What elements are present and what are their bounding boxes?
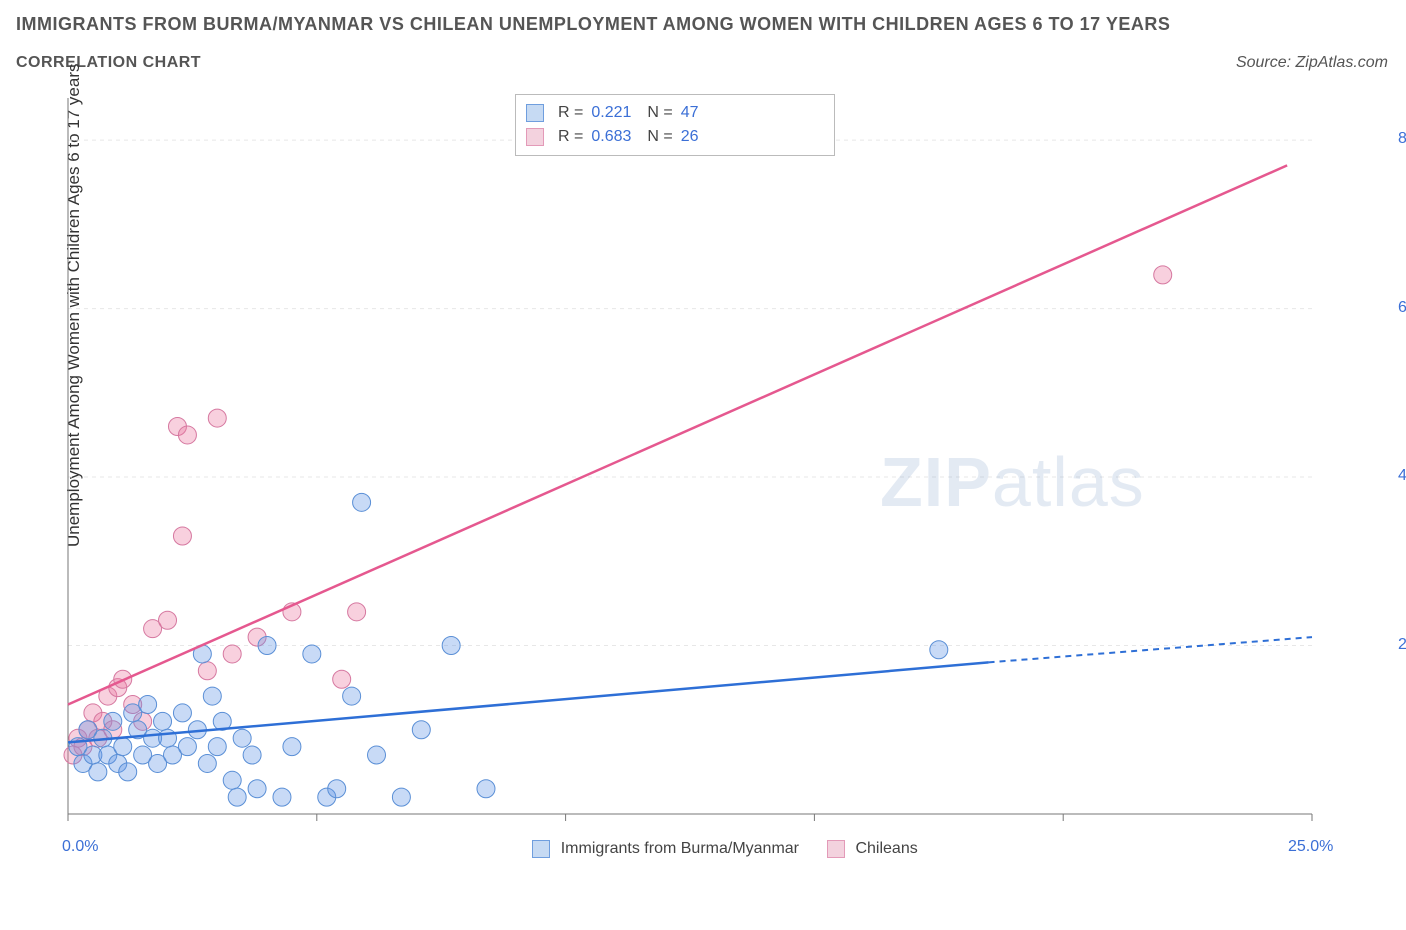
x-tick-min: 0.0% (62, 838, 98, 856)
y-tick-label: 40.0% (1398, 467, 1406, 485)
watermark: ZIPatlas (880, 442, 1145, 522)
r-label-blue: R = (558, 101, 583, 125)
y-tick-label: 20.0% (1398, 636, 1406, 654)
legend-label-blue: Immigrants from Burma/Myanmar (561, 840, 799, 857)
plot-area: Unemployment Among Women with Children A… (60, 92, 1390, 872)
source-name: ZipAtlas.com (1296, 54, 1388, 71)
swatch-blue-icon (526, 104, 544, 122)
legend-row-pink: R = 0.683 N = 26 (526, 125, 824, 149)
source-prefix: Source: (1236, 54, 1296, 71)
legend-row-blue: R = 0.221 N = 47 (526, 101, 824, 125)
title-secondary: CORRELATION CHART (16, 54, 201, 72)
x-tick-max: 25.0% (1288, 838, 1333, 856)
r-label-pink: R = (558, 125, 583, 149)
r-value-blue: 0.221 (591, 101, 631, 125)
y-tick-label: 60.0% (1398, 299, 1406, 317)
watermark-light: atlas (992, 443, 1145, 521)
legend-label-pink: Chileans (855, 840, 917, 857)
n-label-pink: N = (647, 125, 672, 149)
r-value-pink: 0.683 (591, 125, 631, 149)
series-legend: Immigrants from Burma/Myanmar Chileans (60, 840, 1390, 858)
n-value-blue: 47 (681, 101, 699, 125)
watermark-bold: ZIP (880, 443, 992, 521)
legend-item-pink: Chileans (827, 840, 918, 858)
chart-svg (60, 92, 1390, 872)
y-tick-label: 80.0% (1398, 130, 1406, 148)
n-value-pink: 26 (681, 125, 699, 149)
source-credit: Source: ZipAtlas.com (1236, 54, 1388, 72)
chart-container: IMMIGRANTS FROM BURMA/MYANMAR VS CHILEAN… (0, 0, 1406, 930)
legend-item-blue: Immigrants from Burma/Myanmar (532, 840, 799, 858)
n-label-blue: N = (647, 101, 672, 125)
correlation-legend: R = 0.221 N = 47 R = 0.683 N = 26 (515, 94, 835, 156)
swatch-pink-icon (526, 128, 544, 146)
title-primary: IMMIGRANTS FROM BURMA/MYANMAR VS CHILEAN… (16, 14, 1170, 35)
swatch-blue-icon (532, 840, 550, 858)
swatch-pink-icon (827, 840, 845, 858)
